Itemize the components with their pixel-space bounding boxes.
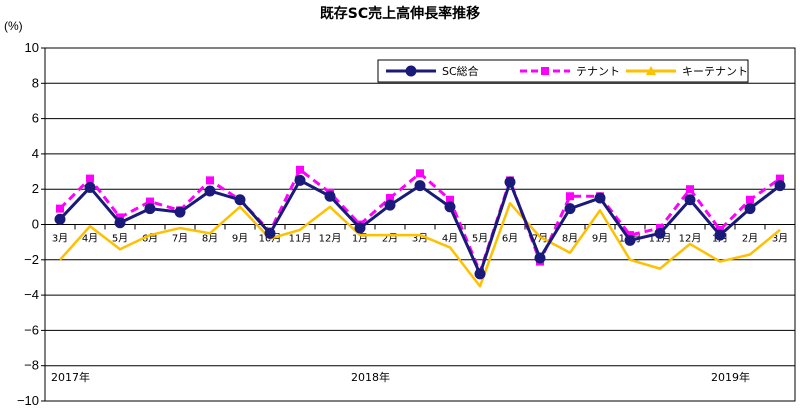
x-tick-label: 7月 — [172, 233, 188, 245]
data-point — [234, 194, 246, 206]
year-labels: 2017年 2018年 2019年 — [51, 370, 750, 384]
y-tick-label: 10 — [25, 40, 39, 55]
x-tick-label: 12月 — [679, 233, 702, 245]
x-tick-label: 3月 — [772, 233, 788, 245]
year-label: 2019年 — [711, 370, 750, 384]
data-point — [686, 185, 694, 194]
data-point — [386, 194, 394, 203]
y-axis-ticks: 10 8 6 4 2 0 −2 −4 −6 −8 −10 — [17, 40, 45, 408]
x-tick-label: 5月 — [112, 233, 128, 245]
y-tick-label: 2 — [32, 181, 39, 196]
legend: SC総合 テナント キーテナント — [377, 59, 749, 83]
data-point — [534, 252, 546, 264]
data-point — [54, 213, 66, 225]
series-0 — [54, 174, 786, 280]
data-point — [146, 197, 154, 206]
data-point — [204, 185, 216, 197]
y-tick-label: −10 — [17, 393, 39, 408]
data-point — [566, 192, 574, 201]
series-2 — [59, 202, 781, 288]
data-point — [624, 234, 636, 246]
y-unit-label: (%) — [4, 19, 23, 33]
data-point — [56, 204, 64, 213]
legend-swatch-marker — [405, 65, 417, 77]
data-point — [206, 176, 214, 185]
legend-swatch-marker — [541, 67, 549, 75]
y-tick-label: 0 — [32, 217, 39, 232]
data-point — [774, 180, 786, 192]
y-tick-label: −8 — [24, 358, 39, 373]
data-point — [474, 268, 486, 280]
data-point — [776, 174, 784, 183]
data-point — [86, 174, 94, 183]
legend-item-1: テナント — [520, 65, 620, 78]
data-point — [714, 229, 726, 241]
data-point — [684, 194, 696, 206]
data-point — [446, 195, 454, 204]
x-tick-label: 11月 — [289, 233, 312, 245]
data-point — [414, 180, 426, 192]
x-tick-label: 3月 — [52, 233, 68, 245]
data-point — [444, 201, 456, 213]
y-tick-label: −2 — [24, 252, 39, 267]
x-tick-label: 4月 — [82, 233, 98, 245]
x-tick-label: 8月 — [562, 233, 578, 245]
data-point — [114, 217, 126, 229]
legend-item-2: キーテナント — [626, 65, 748, 78]
legend-item-0: SC総合 — [386, 64, 479, 78]
data-point — [264, 227, 276, 239]
x-tick-label: 9月 — [232, 233, 248, 245]
data-point — [504, 176, 516, 188]
data-point — [744, 203, 756, 215]
data-point — [384, 199, 396, 211]
y-tick-label: 8 — [32, 75, 39, 90]
data-point — [354, 222, 366, 234]
data-point — [324, 190, 336, 202]
data-point — [594, 192, 606, 204]
y-tick-label: 6 — [32, 111, 39, 126]
y-tick-label: −4 — [24, 287, 39, 302]
data-point — [564, 203, 576, 215]
gridlines — [45, 47, 795, 402]
legend-swatch-marker — [646, 66, 656, 75]
data-point — [746, 195, 754, 204]
data-point — [144, 203, 156, 215]
x-tick-label: 9月 — [592, 233, 608, 245]
legend-label: テナント — [576, 65, 620, 78]
year-label: 2018年 — [351, 370, 390, 384]
x-tick-label: 12月 — [319, 233, 342, 245]
series-line — [59, 202, 781, 288]
legend-frame — [377, 59, 749, 83]
x-tick-label: 5月 — [472, 233, 488, 245]
series-group — [54, 165, 786, 288]
x-tick-label: 7月 — [532, 233, 548, 245]
legend-label: SC総合 — [442, 64, 479, 78]
x-tick-label: 8月 — [202, 233, 218, 245]
x-tick-label: 4月 — [442, 233, 458, 245]
data-point — [654, 227, 666, 239]
data-point — [84, 181, 96, 193]
chart-title: 既存SC売上高伸長率推移 — [320, 5, 480, 22]
year-label: 2017年 — [51, 370, 90, 384]
data-point — [416, 169, 424, 178]
data-point — [296, 165, 304, 174]
y-tick-label: 4 — [32, 146, 39, 161]
y-tick-label: −6 — [24, 322, 39, 337]
x-tick-label: 6月 — [502, 233, 518, 245]
data-point — [294, 174, 306, 186]
legend-label: キーテナント — [682, 65, 748, 78]
x-tick-label: 2月 — [742, 233, 758, 245]
x-tick-label: 6月 — [142, 233, 158, 245]
data-point — [174, 206, 186, 218]
